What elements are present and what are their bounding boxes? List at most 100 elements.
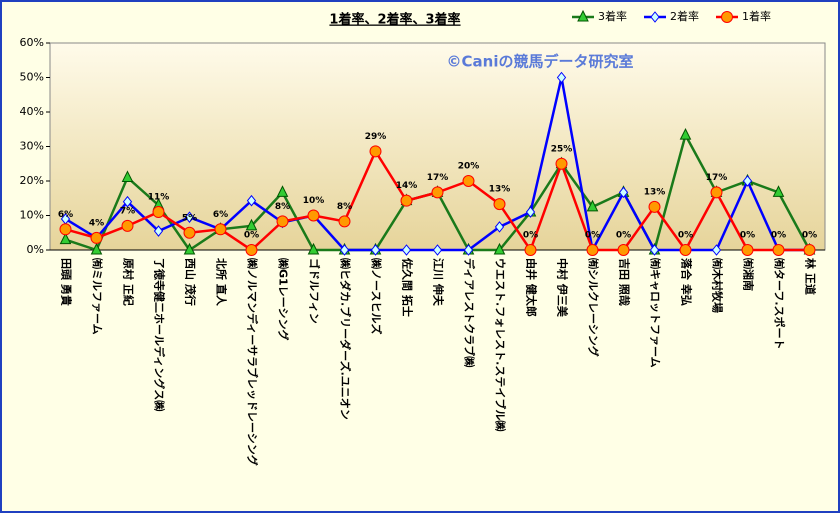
y-tick-label: 10%	[20, 209, 44, 222]
data-point	[586, 199, 599, 212]
y-tick-label: 50%	[20, 71, 44, 84]
x-tick-label: 江川 伸夫	[432, 258, 446, 307]
x-tick-label: 原村 正紀	[122, 258, 136, 306]
x-tick-label: ㈲湘南	[742, 258, 756, 291]
data-point	[463, 244, 474, 256]
y-tick-label: 20%	[20, 174, 44, 187]
x-tick-label: ㈲キャロットファーム	[649, 258, 663, 368]
data-point	[400, 194, 413, 207]
x-tick-label: ウエスト.フォレスト.ステイブル㈱	[494, 258, 508, 431]
data-point	[307, 209, 320, 222]
value-label: 10%	[303, 196, 325, 206]
value-label: 7%	[120, 206, 135, 216]
data-point	[307, 242, 320, 255]
value-label: 0%	[523, 231, 538, 241]
value-label: 5%	[182, 213, 197, 223]
data-point	[577, 9, 589, 22]
x-tick-label: 西山 茂行	[184, 258, 198, 306]
value-label: 0%	[585, 231, 600, 241]
value-label: 0%	[740, 231, 755, 241]
data-point	[617, 244, 630, 256]
x-tick-label: ディアレストクラブ㈱	[463, 258, 477, 367]
data-point	[555, 157, 568, 170]
data-point	[525, 206, 536, 218]
x-tick-label: 由井 健太郎	[525, 258, 539, 317]
value-label: 4%	[89, 218, 104, 228]
data-point	[59, 232, 72, 245]
data-point	[742, 175, 753, 187]
data-point	[803, 244, 816, 256]
value-label: 17%	[706, 173, 728, 183]
data-point	[772, 244, 785, 256]
y-tick-label: 0%	[27, 243, 44, 256]
value-label: 0%	[802, 231, 817, 241]
value-label: 20%	[458, 162, 480, 172]
value-label: 29%	[365, 132, 387, 142]
x-tick-label: 林 正道	[804, 258, 818, 295]
data-point	[741, 244, 754, 256]
value-label: 14%	[396, 181, 418, 191]
data-point	[121, 219, 134, 232]
x-tick-label: 田頭 勇貴	[60, 258, 74, 306]
x-tick-label: ㈲シルクレーシング	[587, 258, 601, 357]
chart-title: 1着率、2着率、3着率	[329, 12, 460, 28]
value-label: 13%	[489, 185, 511, 195]
data-point	[431, 186, 444, 199]
data-point	[493, 198, 506, 211]
data-point	[721, 11, 733, 23]
data-point	[183, 242, 196, 255]
x-tick-label: 吉田 照哉	[618, 258, 632, 306]
x-tick-label: 落合 幸弘	[680, 258, 694, 306]
data-point	[432, 244, 443, 256]
data-point	[556, 71, 567, 84]
data-point	[90, 242, 103, 255]
data-point	[618, 186, 629, 199]
value-label: 6%	[58, 210, 73, 220]
data-point	[586, 244, 599, 256]
watermark: ©Caniの競馬データ研究室	[447, 53, 634, 71]
x-tick-label: ㈲ターフ.スポート	[773, 258, 787, 350]
data-point	[90, 231, 103, 244]
data-point	[276, 185, 289, 197]
data-point	[679, 244, 692, 256]
data-point	[183, 226, 196, 239]
data-point	[650, 11, 660, 23]
legend-label: 2着率	[670, 9, 699, 23]
y-tick-label: 60%	[20, 36, 44, 49]
legend-label: 3着率	[598, 9, 627, 23]
data-point	[339, 244, 350, 256]
data-point	[711, 244, 722, 256]
data-point	[524, 244, 537, 256]
data-point	[276, 215, 289, 228]
x-tick-label: 佐久間 拓士	[401, 257, 415, 317]
data-point	[184, 211, 195, 224]
x-tick-label: ゴドルフィン	[308, 258, 322, 324]
x-tick-label: 中村 伊三美	[556, 258, 570, 318]
value-label: 0%	[678, 231, 693, 241]
data-point	[772, 185, 785, 197]
data-point	[59, 223, 72, 236]
data-point	[710, 186, 723, 199]
x-tick-label: ㈱ノースヒルズ	[370, 258, 384, 334]
y-tick-label: 40%	[20, 105, 44, 118]
data-point	[245, 218, 258, 231]
data-point	[214, 223, 227, 236]
x-tick-label: ㈲木村牧場	[711, 258, 725, 313]
data-point	[649, 244, 660, 256]
legend-label: 1着率	[742, 9, 771, 23]
data-point	[152, 206, 165, 219]
data-point	[245, 244, 258, 256]
plot-area	[49, 42, 826, 251]
data-point	[462, 175, 475, 187]
value-label: 8%	[275, 202, 290, 212]
value-label: 0%	[616, 231, 631, 241]
value-label: 25%	[551, 144, 573, 154]
data-point	[679, 127, 692, 140]
value-label: 6%	[213, 210, 228, 220]
x-tick-label: 了徳寺健二ホールディングス㈱	[153, 258, 167, 411]
data-point	[494, 221, 505, 233]
x-tick-label: ㈱ノルマンディーサラブレッドレーシング	[246, 258, 260, 466]
x-tick-label: 北所 直人	[215, 258, 229, 307]
